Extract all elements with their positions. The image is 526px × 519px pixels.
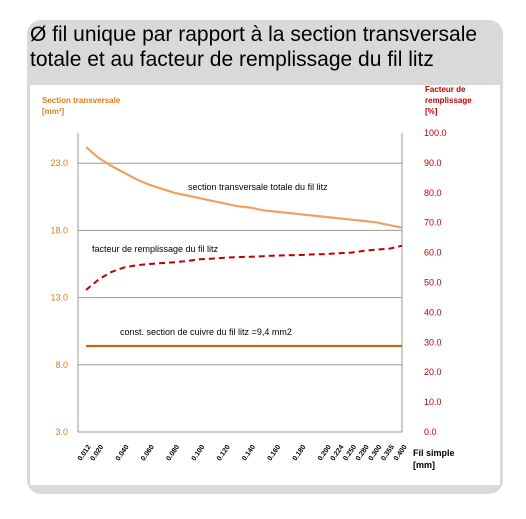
x-tick-label: 0.400 — [393, 444, 409, 462]
x-axis-unit: [mm] — [413, 460, 435, 470]
x-axis-title: Fil simple [mm] — [413, 447, 455, 471]
plot-area — [30, 85, 500, 485]
x-tick-label: 0.020 — [90, 444, 106, 462]
x-tick-label: 0.100 — [191, 444, 207, 462]
right-tick-label: 30.0 — [424, 337, 442, 347]
left-tick-label: 23.0 — [50, 158, 68, 168]
right-tick-label: 50.0 — [424, 278, 442, 288]
right-tick-label: 0.0 — [424, 427, 437, 437]
x-tick-label: 0.140 — [241, 444, 257, 462]
left-axis-label: Section transversale — [42, 96, 121, 105]
left-axis-unit: [mm²] — [42, 107, 65, 116]
series-line — [85, 146, 403, 229]
right-axis-unit: [%] — [425, 107, 438, 116]
left-tick-label: 3.0 — [55, 427, 68, 437]
x-tick-label: 0.120 — [216, 444, 232, 462]
right-tick-label: 100.0 — [424, 128, 447, 138]
right-tick-label: 70.0 — [424, 218, 442, 228]
x-tick-label: 0.040 — [115, 444, 131, 462]
x-tick-label: 0.180 — [292, 444, 308, 462]
x-tick-label: 0.060 — [140, 444, 156, 462]
right-axis-label: Facteur de remplissage — [425, 85, 472, 105]
x-tick-label: 0.080 — [165, 444, 181, 462]
right-tick-label: 20.0 — [424, 367, 442, 377]
series-annotation: section transversale totale du fil litz — [188, 182, 328, 192]
right-tick-label: 60.0 — [424, 248, 442, 258]
right-tick-label: 40.0 — [424, 307, 442, 317]
series-annotation: const. section de cuivre du fil litz =9,… — [120, 327, 292, 337]
right-axis-title: Facteur de remplissage [%] — [425, 84, 472, 117]
x-tick-label: 0.160 — [266, 444, 282, 462]
right-tick-label: 10.0 — [424, 397, 442, 407]
series-line — [85, 244, 403, 291]
left-axis-title: Section transversale [mm²] — [42, 95, 120, 117]
left-tick-label: 8.0 — [55, 360, 68, 370]
left-tick-label: 13.0 — [50, 293, 68, 303]
right-tick-label: 80.0 — [424, 188, 442, 198]
right-tick-label: 90.0 — [424, 158, 442, 168]
series-annotation: facteur de remplissage du fil litz — [92, 244, 219, 254]
chart-title: Ø fil unique par rapport à la section tr… — [30, 23, 478, 71]
x-axis-label: Fil simple — [413, 448, 455, 458]
left-tick-label: 18.0 — [50, 225, 68, 235]
